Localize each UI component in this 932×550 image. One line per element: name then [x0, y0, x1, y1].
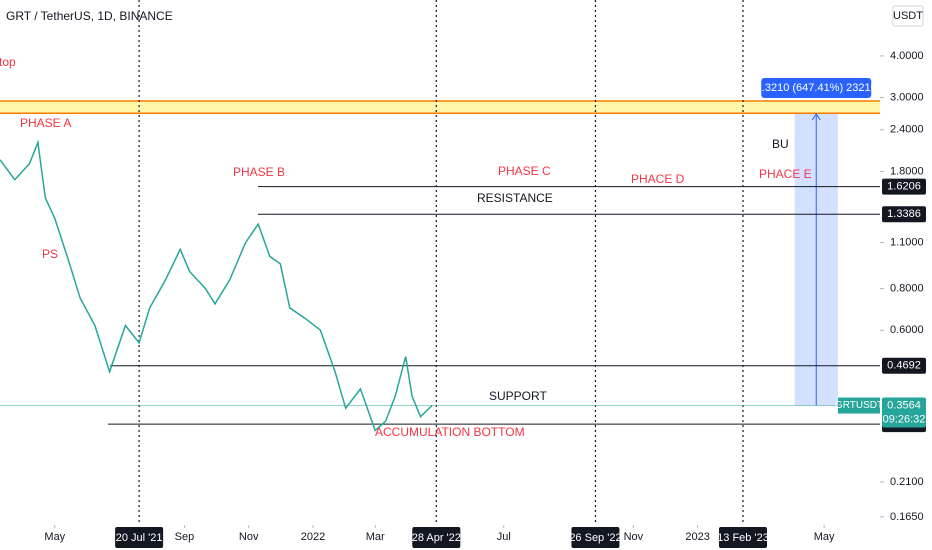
symbol-tag-label: GRTUSDT — [835, 400, 883, 411]
y-tick-label: 3.0000 — [890, 91, 924, 103]
annotation: SUPPORT — [489, 389, 547, 403]
level-label: 0.4692 — [887, 360, 921, 372]
symbol-title: GRT / TetherUS, 1D, BINANCE — [6, 9, 173, 23]
marker-label: 20 Jul '21 — [116, 532, 163, 544]
measure-arrowhead — [811, 113, 821, 121]
measure-label-box — [761, 78, 872, 98]
y-tick-label: 1.1000 — [890, 237, 924, 249]
y-tick-label: 0.8000 — [890, 283, 924, 295]
annotation: PHASE C — [498, 164, 551, 178]
x-tick-label: 2023 — [685, 531, 709, 543]
y-tick-label: 0.6000 — [890, 324, 924, 336]
marker-tag — [571, 527, 620, 548]
x-tick-label: Nov — [239, 531, 259, 543]
marker-label: 28 Apr '22 — [412, 532, 461, 544]
currency-label[interactable]: USDT — [893, 10, 923, 22]
level-label: 1.3386 — [887, 208, 921, 220]
marker-label: 13 Feb '23 — [717, 532, 769, 544]
level-tag — [882, 178, 926, 195]
x-tick-label: Mar — [366, 531, 385, 543]
x-tick-label: May — [814, 531, 835, 543]
y-tick-label: 0.1650 — [890, 511, 924, 523]
annotation: top — [0, 55, 16, 69]
price-tag — [882, 397, 926, 428]
level-tag — [882, 357, 926, 374]
annotation: PHASE B — [233, 165, 285, 179]
price-axis: 1.62061.33860.46920.31344.00003.00002.40… — [880, 50, 926, 523]
y-tick-label: 0.2100 — [890, 476, 924, 488]
marker-tag — [115, 527, 164, 548]
level-tag — [882, 206, 926, 223]
level-label: 1.6206 — [887, 180, 921, 192]
price-line — [0, 139, 433, 432]
annotation: BU — [772, 137, 789, 151]
marker-tag — [718, 527, 767, 548]
y-tick-label: 4.0000 — [890, 50, 924, 62]
x-tick-label: 2022 — [301, 531, 325, 543]
price-tag-label: 0.3564 — [887, 399, 921, 411]
annotation: PHASE A — [20, 116, 71, 130]
y-tick-label: 2.4000 — [890, 124, 924, 136]
x-tick-label: May — [44, 531, 65, 543]
marker-label: 26 Sep '22 — [569, 532, 621, 544]
x-tick-label: Jul — [497, 531, 511, 543]
annotation: ACCUMULATION BOTTOM — [375, 425, 525, 439]
marker-tag — [412, 527, 461, 548]
symbol-tag — [838, 397, 880, 414]
annotation: PHACE E — [759, 167, 812, 181]
x-tick-label: Nov — [624, 531, 644, 543]
countdown-label: 09:26:32 — [883, 413, 926, 425]
currency-button[interactable] — [892, 5, 924, 27]
annotation: PS — [42, 247, 58, 261]
x-tick-label: Sep — [175, 531, 195, 543]
zone — [0, 100, 880, 114]
y-tick-label: 1.8000 — [890, 165, 924, 177]
annotation: RESISTANCE — [477, 191, 553, 205]
plot-area: 2.3210 (647.41%) 23210 GRTUSDT — [0, 0, 883, 525]
annotation: PHACE D — [631, 172, 685, 186]
measure-label: 2.3210 (647.41%) 23210 — [756, 82, 877, 94]
